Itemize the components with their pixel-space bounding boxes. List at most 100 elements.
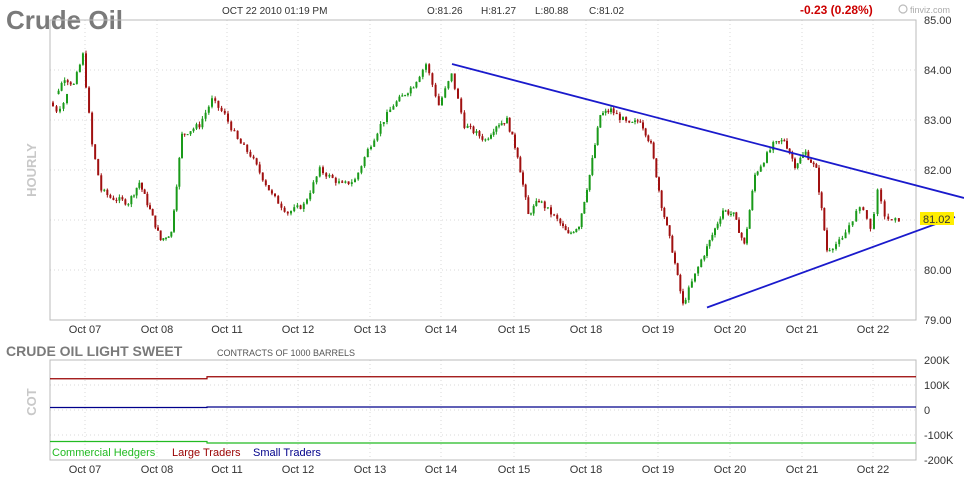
- header-low: L:80.88: [535, 6, 569, 17]
- candle-down: [223, 110, 226, 114]
- candle-down: [151, 209, 154, 216]
- price-x-tick-label: Oct 19: [642, 324, 674, 336]
- candle-down: [252, 156, 255, 159]
- candle-down: [274, 193, 276, 197]
- candle-up: [530, 213, 532, 215]
- candle-up: [855, 210, 858, 222]
- candle-up: [631, 121, 634, 123]
- candle-down: [607, 110, 610, 113]
- candle-down: [460, 98, 463, 113]
- candle-up: [350, 182, 353, 185]
- price-x-tick-label: Oct 22: [857, 324, 889, 336]
- candle-down: [786, 140, 788, 149]
- cot-grid: [50, 359, 916, 461]
- candle-up: [732, 212, 735, 214]
- price-y-tick-label: 82.00: [924, 165, 952, 177]
- candle-up: [751, 190, 754, 211]
- candle-up: [167, 236, 170, 238]
- candle-up: [532, 205, 535, 214]
- candle-up: [722, 210, 724, 219]
- cot-x-tick-label: Oct 19: [642, 464, 674, 476]
- candle-down: [794, 158, 796, 168]
- candle-up: [447, 81, 450, 89]
- candle-up: [66, 94, 68, 104]
- candle-down: [644, 128, 647, 136]
- finviz-logo: finviz.com: [898, 4, 950, 15]
- price-y-tick-label: 85.00: [924, 15, 952, 27]
- candle-down: [655, 158, 658, 178]
- candle-down: [347, 181, 350, 185]
- cot-x-tick-label: Oct 08: [141, 464, 173, 476]
- candle-down: [550, 207, 552, 215]
- price-x-tick-label: Oct 21: [786, 324, 818, 336]
- candle-down: [807, 151, 810, 160]
- candle-down: [100, 175, 103, 191]
- candle-up: [599, 115, 602, 128]
- price-y-tick-label: 80.00: [924, 265, 952, 277]
- candle-up: [404, 95, 407, 97]
- candle-up: [894, 218, 897, 221]
- candle-up: [312, 182, 315, 194]
- candle-up: [386, 112, 388, 122]
- candle-up: [622, 117, 624, 120]
- candle-up: [207, 106, 210, 113]
- candle-up: [133, 195, 135, 197]
- candle-down: [249, 151, 252, 157]
- candle-up: [535, 200, 538, 206]
- candle-up: [596, 127, 599, 145]
- candle-up: [769, 150, 772, 153]
- candle-down: [564, 225, 567, 231]
- candle-up: [409, 87, 412, 94]
- price-x-tick-label: Oct 18: [570, 324, 602, 336]
- candle-down: [322, 167, 324, 174]
- candle-down: [740, 232, 743, 238]
- candle-down: [331, 174, 334, 178]
- candle-up: [775, 141, 778, 143]
- candle-up: [296, 205, 299, 208]
- candle-down: [553, 214, 556, 216]
- price-x-tick-label: Oct 13: [354, 324, 386, 336]
- candle-up: [415, 81, 418, 88]
- candle-up: [804, 151, 807, 155]
- header-open: O:81.26: [427, 6, 463, 17]
- candle-up: [373, 140, 376, 147]
- candle-up: [201, 118, 204, 128]
- candle-up: [492, 131, 495, 135]
- candle-up: [841, 238, 844, 240]
- candle-up: [162, 238, 165, 241]
- cot-title: CRUDE OIL LIGHT SWEET: [6, 343, 183, 359]
- candle-up: [708, 240, 711, 247]
- candle-up: [748, 210, 751, 229]
- candle-down: [503, 123, 506, 125]
- candle-up: [495, 126, 498, 132]
- last-price-marker: 81.02: [920, 212, 954, 226]
- header-change: -0.23 (0.28%): [800, 3, 873, 17]
- candle-down: [141, 182, 143, 190]
- candle-down: [674, 252, 676, 264]
- candle-up: [389, 109, 392, 113]
- candle-up: [634, 120, 636, 122]
- candle-up: [186, 134, 189, 136]
- last-price-box: [920, 212, 954, 225]
- price-x-tick-label: Oct 08: [141, 324, 173, 336]
- candle-up: [835, 244, 838, 249]
- candle-up: [175, 186, 178, 211]
- candle-up: [357, 172, 360, 180]
- cot-side-label: COT: [24, 388, 39, 416]
- candle-down: [810, 159, 812, 163]
- trendline-support: [706, 216, 956, 309]
- candle-down: [869, 218, 872, 229]
- candle-up: [466, 125, 469, 128]
- last-price-label: 81.02: [923, 214, 951, 226]
- candle-down: [625, 117, 628, 121]
- candle-up: [684, 299, 687, 304]
- candle-up: [719, 218, 722, 224]
- candle-up: [412, 87, 415, 89]
- candle-down: [217, 100, 220, 108]
- candle-down: [283, 207, 286, 212]
- candle-down: [788, 148, 791, 154]
- cot-x-tick-label: Oct 18: [570, 464, 602, 476]
- candle-down: [647, 135, 650, 142]
- candle-down: [524, 184, 527, 198]
